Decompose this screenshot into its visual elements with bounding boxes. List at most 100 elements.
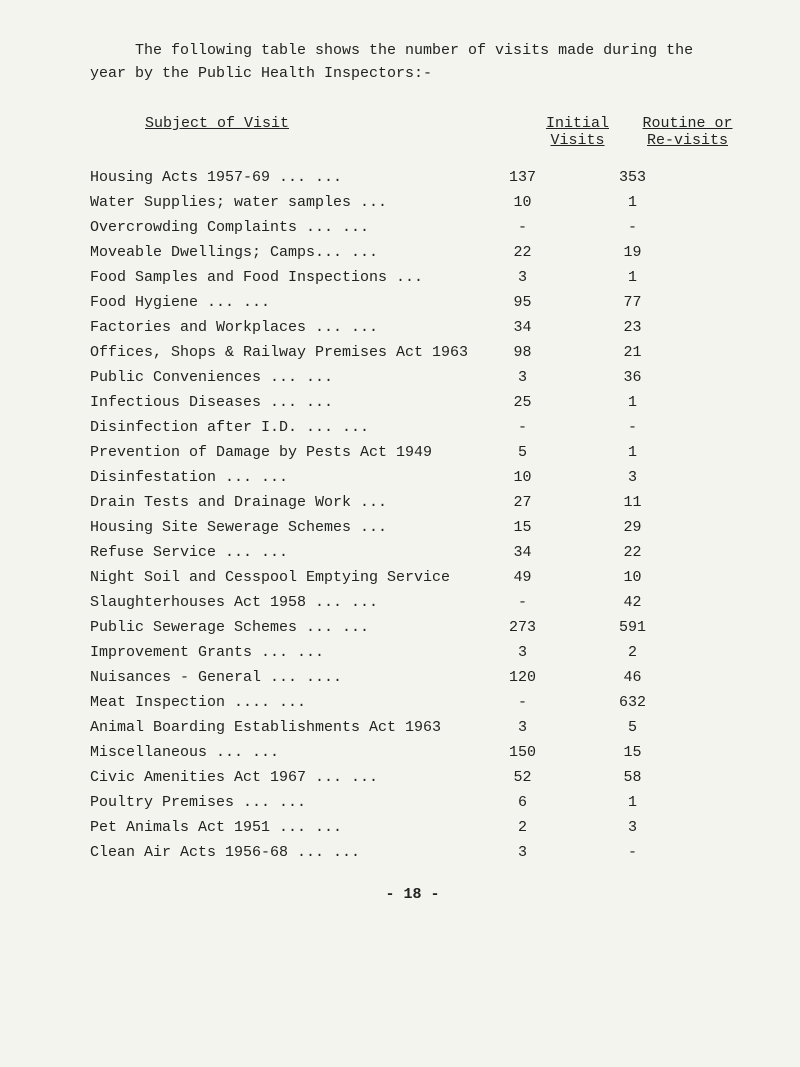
subject-cell: Water Supplies; water samples ...	[90, 194, 470, 211]
visits-table: Subject of Visit Initial Visits Routine …	[90, 115, 735, 861]
table-row: Housing Site Sewerage Schemes ...1529	[90, 519, 735, 536]
routine-visits-cell: 11	[575, 494, 690, 511]
subject-cell: Offices, Shops & Railway Premises Act 19…	[90, 344, 470, 361]
header-routine-line1: Routine or	[642, 115, 732, 132]
table-row: Meat Inspection .... ...-632	[90, 694, 735, 711]
routine-visits-cell: 1	[575, 269, 690, 286]
routine-visits-cell: -	[575, 419, 690, 436]
routine-visits-cell: 15	[575, 744, 690, 761]
subject-cell: Public Conveniences ... ...	[90, 369, 470, 386]
table-row: Food Samples and Food Inspections ...31	[90, 269, 735, 286]
routine-visits-cell: 1	[575, 394, 690, 411]
table-row: Disinfection after I.D. ... ...--	[90, 419, 735, 436]
routine-visits-cell: 1	[575, 194, 690, 211]
initial-visits-cell: 3	[470, 644, 575, 661]
initial-visits-cell: 120	[470, 669, 575, 686]
subject-cell: Slaughterhouses Act 1958 ... ...	[90, 594, 470, 611]
routine-visits-cell: 22	[575, 544, 690, 561]
table-row: Infectious Diseases ... ...251	[90, 394, 735, 411]
subject-cell: Poultry Premises ... ...	[90, 794, 470, 811]
table-row: Civic Amenities Act 1967 ... ...5258	[90, 769, 735, 786]
subject-cell: Pet Animals Act 1951 ... ...	[90, 819, 470, 836]
initial-visits-cell: 150	[470, 744, 575, 761]
initial-visits-cell: 34	[470, 544, 575, 561]
routine-visits-cell: 58	[575, 769, 690, 786]
table-row: Housing Acts 1957-69 ... ...137353	[90, 169, 735, 186]
table-row: Disinfestation ... ...103	[90, 469, 735, 486]
routine-visits-cell: -	[575, 219, 690, 236]
table-row: Pet Animals Act 1951 ... ...23	[90, 819, 735, 836]
table-header-row: Subject of Visit Initial Visits Routine …	[90, 115, 735, 149]
routine-visits-cell: 36	[575, 369, 690, 386]
table-row: Water Supplies; water samples ...101	[90, 194, 735, 211]
routine-visits-cell: 632	[575, 694, 690, 711]
routine-visits-cell: 21	[575, 344, 690, 361]
document-page: The following table shows the number of …	[0, 0, 800, 923]
table-row: Food Hygiene ... ...9577	[90, 294, 735, 311]
table-row: Animal Boarding Establishments Act 19633…	[90, 719, 735, 736]
routine-visits-cell: 5	[575, 719, 690, 736]
routine-visits-cell: 591	[575, 619, 690, 636]
subject-cell: Disinfestation ... ...	[90, 469, 470, 486]
subject-cell: Public Sewerage Schemes ... ...	[90, 619, 470, 636]
initial-visits-cell: 34	[470, 319, 575, 336]
subject-cell: Improvement Grants ... ...	[90, 644, 470, 661]
initial-visits-cell: 3	[470, 844, 575, 861]
subject-cell: Food Hygiene ... ...	[90, 294, 470, 311]
table-row: Nuisances - General ... ....12046	[90, 669, 735, 686]
initial-visits-cell: -	[470, 419, 575, 436]
subject-cell: Disinfection after I.D. ... ...	[90, 419, 470, 436]
table-row: Refuse Service ... ...3422	[90, 544, 735, 561]
routine-visits-cell: 42	[575, 594, 690, 611]
initial-visits-cell: 3	[470, 719, 575, 736]
table-row: Overcrowding Complaints ... ...--	[90, 219, 735, 236]
initial-visits-cell: 6	[470, 794, 575, 811]
routine-visits-cell: 1	[575, 444, 690, 461]
initial-visits-cell: 10	[470, 194, 575, 211]
initial-visits-cell: -	[470, 219, 575, 236]
table-row: Slaughterhouses Act 1958 ... ...-42	[90, 594, 735, 611]
initial-visits-cell: -	[470, 694, 575, 711]
subject-cell: Night Soil and Cesspool Emptying Service	[90, 569, 470, 586]
initial-visits-cell: 52	[470, 769, 575, 786]
table-row: Improvement Grants ... ...32	[90, 644, 735, 661]
subject-cell: Housing Site Sewerage Schemes ...	[90, 519, 470, 536]
initial-visits-cell: 3	[470, 369, 575, 386]
initial-visits-cell: 10	[470, 469, 575, 486]
initial-visits-cell: 3	[470, 269, 575, 286]
subject-cell: Food Samples and Food Inspections ...	[90, 269, 470, 286]
header-routine-line2: Re-visits	[647, 132, 728, 149]
subject-cell: Civic Amenities Act 1967 ... ...	[90, 769, 470, 786]
table-row: Factories and Workplaces ... ...3423	[90, 319, 735, 336]
table-row: Moveable Dwellings; Camps... ...2219	[90, 244, 735, 261]
subject-cell: Factories and Workplaces ... ...	[90, 319, 470, 336]
table-row: Drain Tests and Drainage Work ...2711	[90, 494, 735, 511]
subject-cell: Animal Boarding Establishments Act 1963	[90, 719, 470, 736]
subject-cell: Clean Air Acts 1956-68 ... ...	[90, 844, 470, 861]
subject-cell: Meat Inspection .... ...	[90, 694, 470, 711]
subject-cell: Infectious Diseases ... ...	[90, 394, 470, 411]
header-subject: Subject of Visit	[90, 115, 525, 149]
subject-cell: Nuisances - General ... ....	[90, 669, 470, 686]
header-initial: Initial Visits	[525, 115, 630, 149]
initial-visits-cell: 15	[470, 519, 575, 536]
header-routine: Routine or Re-visits	[630, 115, 745, 149]
subject-cell: Miscellaneous ... ...	[90, 744, 470, 761]
routine-visits-cell: 3	[575, 819, 690, 836]
routine-visits-cell: 353	[575, 169, 690, 186]
subject-cell: Drain Tests and Drainage Work ...	[90, 494, 470, 511]
subject-cell: Refuse Service ... ...	[90, 544, 470, 561]
routine-visits-cell: 3	[575, 469, 690, 486]
table-row: Offices, Shops & Railway Premises Act 19…	[90, 344, 735, 361]
header-initial-line2: Visits	[550, 132, 604, 149]
table-body: Housing Acts 1957-69 ... ...137353 Water …	[90, 169, 735, 861]
table-row: Poultry Premises ... ...61	[90, 794, 735, 811]
routine-visits-cell: 46	[575, 669, 690, 686]
table-row: Clean Air Acts 1956-68 ... ...3-	[90, 844, 735, 861]
initial-visits-cell: 273	[470, 619, 575, 636]
routine-visits-cell: 1	[575, 794, 690, 811]
header-subject-text: Subject of Visit	[145, 115, 289, 132]
subject-cell: Moveable Dwellings; Camps... ...	[90, 244, 470, 261]
routine-visits-cell: 2	[575, 644, 690, 661]
table-row: Public Conveniences ... ...336	[90, 369, 735, 386]
